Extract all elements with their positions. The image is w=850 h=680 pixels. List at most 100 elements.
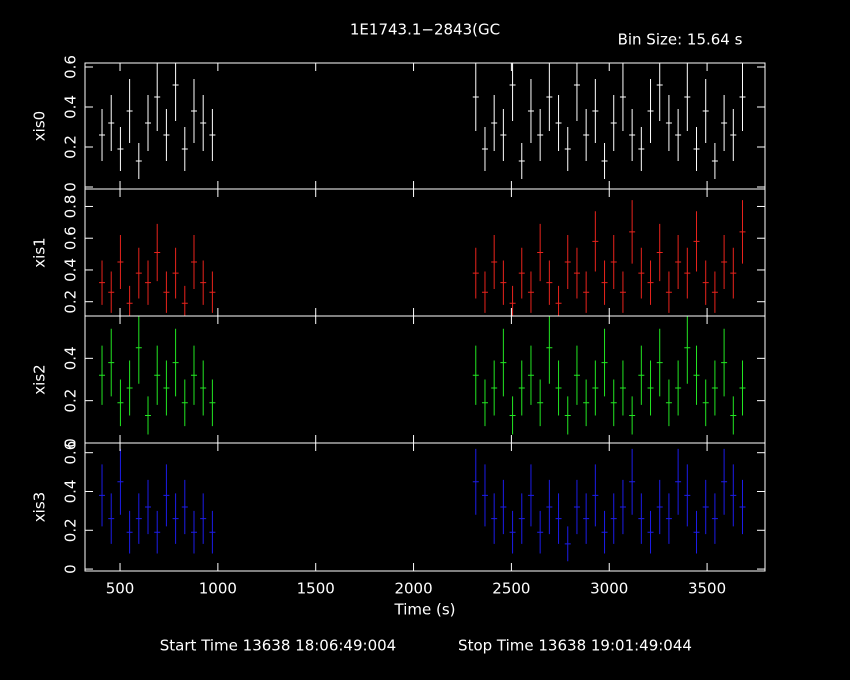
error-bar — [172, 247, 179, 299]
y-tick-label: 0 — [62, 564, 80, 574]
error-bar — [546, 260, 553, 305]
error-bar — [638, 493, 645, 544]
y-tick-label: 0.8 — [62, 195, 80, 219]
error-bar — [601, 328, 608, 397]
error-bar — [200, 493, 207, 544]
error-bar — [619, 63, 626, 131]
error-bar — [684, 464, 691, 527]
x-tick-label: 500 — [106, 580, 135, 598]
y-tick-label: 0.4 — [62, 346, 80, 370]
error-bar — [537, 223, 544, 282]
error-bar — [638, 345, 645, 405]
error-bar — [647, 360, 654, 416]
error-bar — [518, 493, 525, 544]
error-bar — [200, 360, 207, 416]
error-bar — [693, 510, 700, 554]
error-bar — [555, 285, 562, 316]
start-time: Start Time 13638 18:06:49:004 — [160, 637, 396, 655]
error-bar — [163, 464, 170, 527]
error-bar — [739, 360, 746, 416]
error-bar — [117, 379, 124, 427]
error-bar — [610, 235, 617, 290]
error-bar — [500, 479, 507, 535]
y-axis-label: xis1 — [31, 237, 49, 267]
error-bar — [163, 109, 170, 161]
error-bar — [518, 360, 525, 416]
error-bar — [99, 260, 106, 305]
panel-frame — [84, 442, 766, 572]
error-bar — [601, 143, 608, 179]
error-bar — [711, 143, 718, 179]
error-bar — [702, 379, 709, 427]
error-bar — [518, 247, 525, 299]
error-bar — [126, 285, 133, 316]
error-bar — [592, 211, 599, 272]
error-bar — [555, 360, 562, 416]
error-bar — [592, 79, 599, 143]
y-tick-label: 0 — [62, 182, 80, 192]
error-bar — [200, 260, 207, 305]
error-bar — [154, 510, 161, 554]
error-bar — [564, 526, 571, 562]
error-bar — [573, 345, 580, 405]
y-tick-label: 0.6 — [62, 226, 80, 250]
error-bar — [675, 235, 682, 290]
error-bar — [99, 345, 106, 405]
error-bar — [629, 109, 636, 161]
error-bar — [629, 448, 636, 515]
error-bar — [99, 464, 106, 527]
error-bar — [491, 360, 498, 416]
error-bar — [537, 379, 544, 427]
error-bar — [546, 63, 553, 131]
error-bar — [730, 464, 737, 527]
error-bar — [500, 109, 507, 161]
error-bar — [711, 271, 718, 313]
error-bar — [665, 493, 672, 544]
error-bar — [684, 63, 691, 131]
y-tick-label: 0.4 — [62, 480, 80, 504]
error-bar — [527, 345, 534, 405]
error-bar — [209, 379, 216, 427]
error-bar — [172, 63, 179, 121]
error-bar — [721, 95, 728, 151]
error-bar — [190, 510, 197, 554]
y-tick-label: 0.4 — [62, 258, 80, 282]
x-axis-label: Time (s) — [394, 601, 456, 619]
error-bar — [181, 379, 188, 427]
error-bar — [619, 271, 626, 313]
error-bar — [190, 235, 197, 290]
error-bar — [537, 510, 544, 554]
error-bar — [472, 448, 479, 515]
error-bar — [509, 63, 516, 121]
error-bar — [126, 360, 133, 416]
error-bar — [472, 247, 479, 299]
error-bar — [172, 493, 179, 544]
error-bar — [135, 247, 142, 299]
error-bar — [619, 479, 626, 535]
y-tick-label: 0 — [62, 438, 80, 448]
error-bar — [573, 247, 580, 299]
panel-data — [99, 63, 746, 179]
error-bar — [509, 510, 516, 554]
error-bar — [610, 95, 617, 151]
error-bar — [592, 464, 599, 527]
error-bar — [181, 479, 188, 535]
error-bar — [564, 396, 571, 435]
x-tick-label: 2000 — [394, 580, 432, 598]
error-bar — [481, 127, 488, 171]
error-bar — [135, 316, 142, 384]
error-bar — [702, 260, 709, 305]
x-tick-label: 2500 — [492, 580, 530, 598]
error-bar — [154, 63, 161, 131]
y-tick-label: 0.4 — [62, 95, 80, 119]
error-bar — [472, 345, 479, 405]
error-bar — [163, 271, 170, 313]
error-bar — [527, 79, 534, 143]
bin-size: Bin Size: 15.64 s — [618, 31, 743, 49]
error-bar — [481, 271, 488, 313]
error-bar — [610, 379, 617, 427]
error-bar — [721, 328, 728, 397]
error-bar — [145, 396, 152, 435]
error-bar — [601, 260, 608, 305]
